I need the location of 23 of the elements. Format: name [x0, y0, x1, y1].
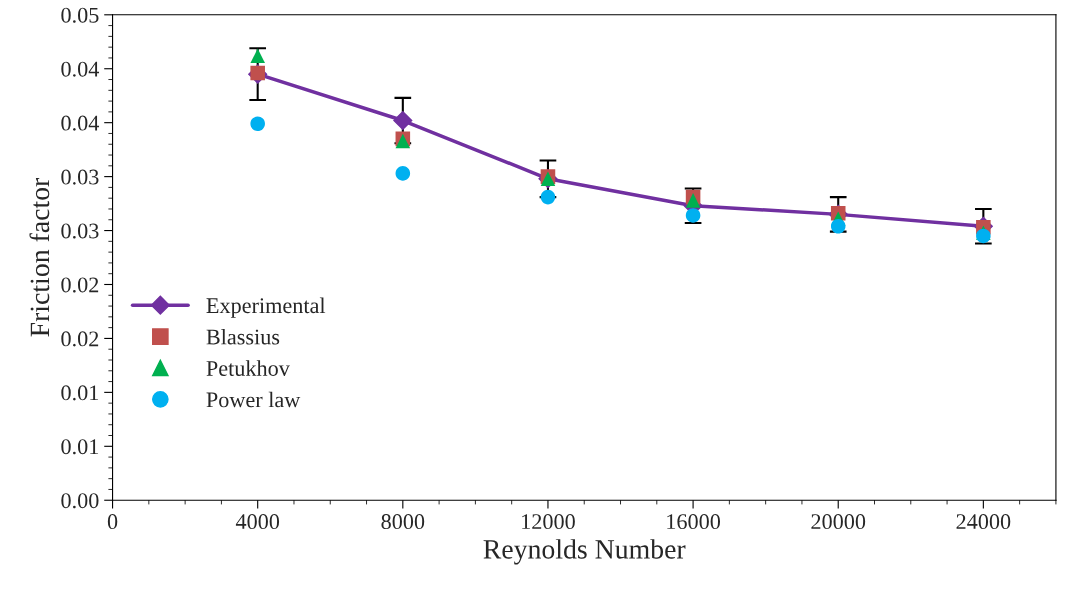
x-tick-label: 20000: [811, 514, 866, 530]
y-tick-label: 0.05: [61, 7, 99, 23]
legend-label: Power law: [206, 391, 301, 408]
x-axis-title: Reynolds Number: [483, 539, 686, 565]
legend-label: Experimental: [206, 297, 326, 318]
y-tick-label: 0.04: [61, 115, 100, 131]
y-tick-label: 0.02: [61, 277, 99, 293]
x-tick-label: 8000: [381, 514, 425, 530]
x-tick-label: 4000: [235, 514, 280, 530]
x-tick-label: 0: [107, 514, 118, 530]
legend-label: Blassius: [206, 328, 280, 345]
y-axis-title: Friction factor: [29, 177, 50, 337]
y-tick-label: 0.01: [61, 385, 99, 401]
y-tick-label: 0.04: [61, 61, 100, 77]
x-tick-label: 24000: [956, 514, 1011, 530]
x-tick-label: 12000: [522, 514, 575, 530]
y-tick-label: 0.01: [61, 439, 99, 455]
y-tick-label: 0.03: [61, 223, 99, 239]
y-tick-label: 0.03: [61, 169, 99, 185]
y-tick-label: 0.00: [61, 493, 99, 509]
legend-label: Petukhov: [206, 360, 290, 376]
x-tick-label: 16000: [667, 514, 721, 530]
y-tick-label: 0.02: [61, 331, 99, 347]
